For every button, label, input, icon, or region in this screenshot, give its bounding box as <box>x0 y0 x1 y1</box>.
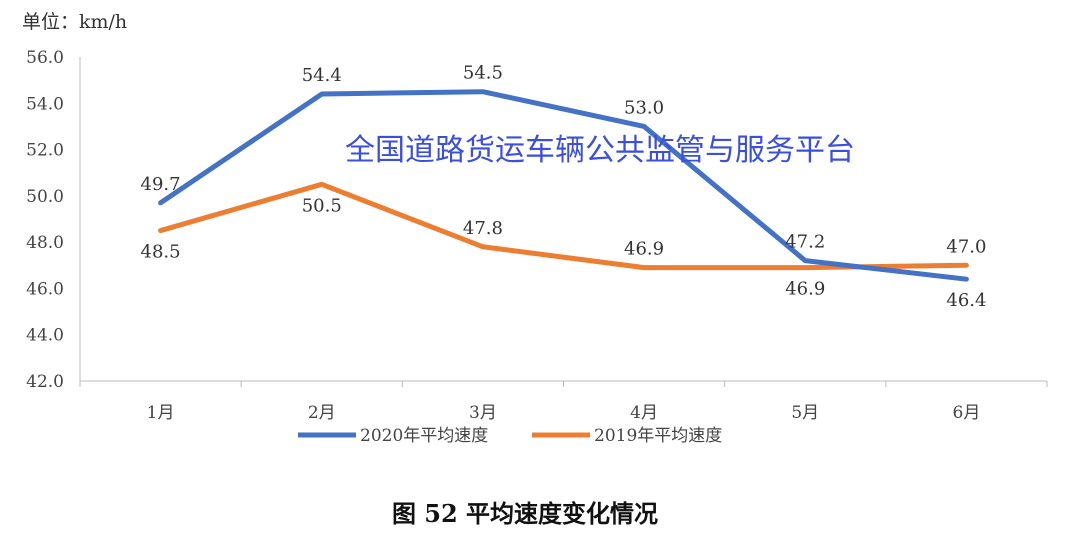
figure-caption: 图 52 平均速度变化情况 <box>392 499 658 528</box>
watermark: 全国道路货运车辆公共监管与服务平台 <box>345 133 855 168</box>
y-tick-label: 50.0 <box>26 187 64 207</box>
unit-label: 单位：km/h <box>22 11 127 33</box>
y-tick-label: 48.0 <box>26 233 64 253</box>
y-tick-label: 52.0 <box>26 141 64 161</box>
y-tick-label: 56.0 <box>26 48 64 68</box>
legend-label: 2020年平均速度 <box>360 426 488 446</box>
data-label: 47.8 <box>463 218 503 239</box>
series-line <box>158 89 969 282</box>
data-label: 49.7 <box>141 174 181 195</box>
legend-label: 2019年平均速度 <box>594 426 722 446</box>
x-tick-label: 4月 <box>630 403 658 423</box>
data-label: 54.4 <box>302 65 342 86</box>
data-label: 54.5 <box>463 63 503 84</box>
x-tick-label: 1月 <box>147 403 175 423</box>
data-label: 46.4 <box>946 290 986 311</box>
x-tick-label: 6月 <box>953 403 981 423</box>
data-label: 47.2 <box>785 232 825 253</box>
y-tick-label: 54.0 <box>26 94 64 114</box>
x-tick-label: 5月 <box>791 403 819 423</box>
data-label: 48.5 <box>141 242 181 263</box>
data-label: 46.9 <box>624 239 664 260</box>
x-tick-label: 2月 <box>308 403 336 423</box>
data-label: 53.0 <box>624 97 664 118</box>
x-tick-label: 3月 <box>469 403 497 423</box>
data-label: 47.0 <box>946 236 986 257</box>
y-tick-label: 46.0 <box>26 279 64 299</box>
y-tick-label: 44.0 <box>26 326 64 346</box>
y-tick-label: 42.0 <box>26 372 64 392</box>
data-label: 46.9 <box>785 279 825 300</box>
data-label: 50.5 <box>302 195 342 216</box>
series-line <box>158 181 969 271</box>
